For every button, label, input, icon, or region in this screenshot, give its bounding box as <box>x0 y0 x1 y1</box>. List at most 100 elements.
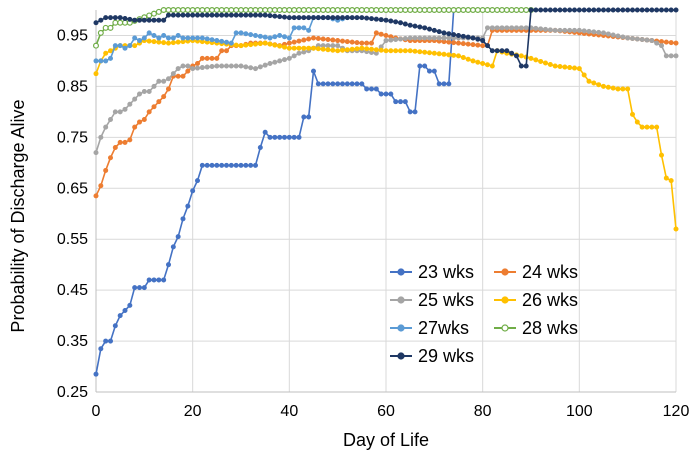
data-point <box>397 48 403 54</box>
data-point <box>257 41 263 47</box>
data-point <box>296 38 302 44</box>
data-point <box>170 12 176 18</box>
data-point <box>189 6 196 14</box>
data-point <box>407 22 413 28</box>
data-point <box>441 81 447 87</box>
data-point <box>644 37 650 43</box>
data-point <box>267 41 273 47</box>
series-23-wks <box>93 7 457 377</box>
data-point <box>431 27 437 33</box>
data-point <box>286 35 292 41</box>
data-point <box>412 48 418 54</box>
legend-item: 29 wks <box>390 346 474 366</box>
data-point <box>378 47 384 53</box>
data-point <box>349 15 355 21</box>
data-point <box>277 58 283 64</box>
data-point <box>373 47 379 53</box>
data-point <box>228 12 234 18</box>
data-point <box>262 6 269 14</box>
data-point <box>233 63 239 69</box>
data-point <box>170 40 176 46</box>
data-point <box>513 25 519 31</box>
data-point <box>286 134 292 140</box>
data-point <box>460 41 466 47</box>
data-point <box>214 38 220 44</box>
data-point <box>214 162 220 168</box>
legend: 23 wks 24 wks 25 wks 26 wks 27wks 28 wks 29 wk… <box>390 262 578 366</box>
data-point <box>339 81 345 87</box>
data-point <box>277 134 283 140</box>
data-point <box>533 7 539 13</box>
data-point <box>649 38 655 44</box>
data-point <box>112 145 118 151</box>
data-point <box>417 63 423 69</box>
data-point <box>141 35 147 41</box>
data-point <box>325 43 331 49</box>
data-point <box>596 7 602 13</box>
data-point <box>354 6 361 14</box>
legend-marker <box>397 268 405 276</box>
data-point <box>122 15 128 21</box>
data-point <box>335 81 341 87</box>
data-point <box>315 6 322 14</box>
data-point <box>393 19 399 25</box>
data-point <box>402 36 408 42</box>
legend-marker <box>397 296 405 304</box>
data-point <box>243 162 249 168</box>
data-point <box>161 40 167 46</box>
data-point <box>474 6 481 14</box>
data-point <box>658 7 664 13</box>
legend-marker <box>501 296 509 304</box>
data-point <box>228 40 234 46</box>
data-point <box>166 86 172 92</box>
data-point <box>451 32 457 38</box>
data-point <box>161 94 167 100</box>
data-point <box>108 338 114 344</box>
data-point <box>296 45 302 51</box>
data-point <box>436 51 442 57</box>
data-point <box>253 12 259 18</box>
data-point <box>132 124 138 130</box>
data-point <box>214 12 220 18</box>
data-point <box>195 60 201 66</box>
data-point <box>296 50 302 56</box>
data-point <box>591 80 597 86</box>
data-point <box>286 6 293 14</box>
data-point <box>629 7 635 13</box>
data-point <box>277 43 283 49</box>
data-point <box>233 6 240 14</box>
data-point <box>450 6 457 14</box>
data-point <box>378 91 384 97</box>
data-point <box>185 63 191 69</box>
data-point <box>378 6 385 14</box>
data-point <box>281 57 287 63</box>
data-point <box>538 58 544 64</box>
data-point <box>426 26 432 32</box>
data-point <box>605 84 611 90</box>
data-point <box>175 66 181 72</box>
data-point <box>571 65 577 71</box>
data-point <box>339 47 345 53</box>
data-point <box>417 49 423 55</box>
data-point <box>654 124 660 130</box>
data-point <box>465 34 471 40</box>
data-point <box>132 285 138 291</box>
data-point <box>146 12 153 19</box>
data-point <box>509 25 515 31</box>
data-point <box>209 55 215 61</box>
data-point <box>489 48 495 54</box>
data-point <box>185 12 191 18</box>
data-point <box>330 81 336 87</box>
legend-label: 28 wks <box>522 318 578 338</box>
data-point <box>455 6 462 14</box>
data-point <box>673 7 679 13</box>
data-point <box>639 37 645 43</box>
data-point <box>547 61 553 67</box>
data-point <box>455 40 461 46</box>
data-point <box>122 308 128 314</box>
data-point <box>586 78 592 84</box>
data-point <box>547 7 553 13</box>
data-point <box>248 42 254 48</box>
data-point <box>634 7 640 13</box>
data-point <box>97 29 104 36</box>
